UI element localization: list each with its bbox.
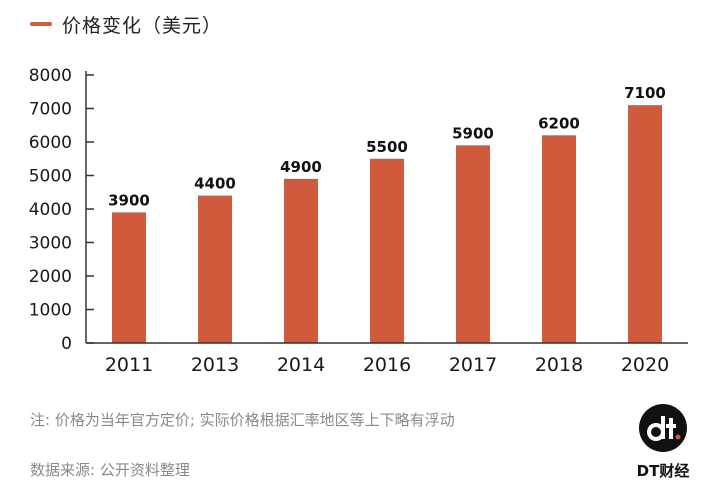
legend: 价格变化（美元） [30,10,222,38]
x-axis: 2011 2013 2014 2016 2017 2018 2020 [86,342,688,376]
data-label-2018: 6200 [538,114,580,132]
x-tick-label-2013: 2013 [191,354,239,376]
dt-logo-brand: DT财经 [636,462,690,480]
data-label-2016: 5500 [366,138,408,156]
y-tick-label: 1000 [29,301,72,321]
legend-swatch [30,22,52,26]
x-tick-label-2020: 2020 [621,354,669,376]
y-axis: 0 1000 2000 3000 4000 5000 6000 7000 8000 [29,66,94,354]
data-label-2013: 4400 [194,175,236,193]
data-label-2020: 7100 [624,84,666,102]
bars [112,105,662,344]
y-tick-label: 4000 [29,200,72,220]
x-tick-label-2017: 2017 [449,354,497,376]
y-tick-label: 8000 [29,66,72,86]
bar-2016 [370,158,404,343]
bar-2011 [112,212,146,343]
dt-logo-mark [647,416,681,441]
bar-2020 [628,105,662,344]
bar-2018 [542,135,576,343]
y-tick-label: 2000 [29,267,72,287]
y-tick-label: 0 [61,334,72,354]
legend-label: 价格变化（美元） [62,14,223,37]
bar-2014 [284,178,318,343]
y-tick-label: 5000 [29,167,72,187]
data-label-2011: 3900 [108,191,150,209]
bar-chart: 0 1000 2000 3000 4000 5000 6000 7000 8000 3900 44… [29,66,688,376]
data-label-2017: 5900 [452,124,494,142]
x-tick-label-2016: 2016 [363,354,411,376]
dt-logo-icon [639,404,687,452]
bar-labels: 3900 4400 4900 5500 5900 6200 7100 [108,84,666,209]
x-tick-label-2014: 2014 [277,354,325,376]
footnote: 注: 价格为当年官方定价; 实际价格根据汇率地区等上下略有浮动 [30,411,455,429]
dt-logo: DT财经 [637,404,689,480]
data-label-2014: 4900 [280,158,322,176]
data-source: 数据来源: 公开资料整理 [30,461,190,479]
x-tick-label-2011: 2011 [105,354,153,376]
y-tick-label: 6000 [29,133,72,153]
x-tick-label-2018: 2018 [535,354,583,376]
bar-2013 [198,195,232,343]
y-tick-label: 7000 [29,100,72,120]
bar-2017 [456,145,490,343]
y-tick-label: 3000 [29,234,72,254]
